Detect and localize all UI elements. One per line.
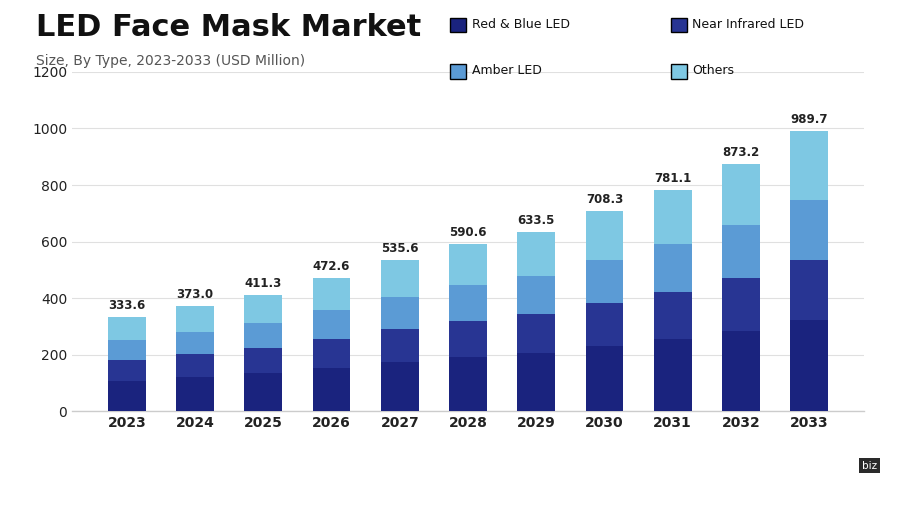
Text: Near Infrared LED: Near Infrared LED [692,17,804,31]
Bar [518,276,555,315]
Bar [176,306,214,332]
Bar [176,332,214,354]
Bar [654,339,691,411]
Text: 781.1: 781.1 [654,172,691,185]
Bar [312,310,350,339]
Bar [245,295,282,323]
Text: ✓: ✓ [670,461,696,490]
Bar [108,340,146,360]
Bar [518,232,555,276]
Bar [722,164,760,225]
Text: 708.3: 708.3 [586,193,623,206]
Text: Size, By Type, 2023-2033 (USD Million): Size, By Type, 2023-2033 (USD Million) [36,54,305,68]
Bar [245,323,282,348]
Bar [108,360,146,380]
Bar [449,244,487,285]
Bar [312,339,350,368]
Bar [312,368,350,411]
Text: 411.3: 411.3 [245,277,282,290]
Bar [449,357,487,411]
Text: 590.6: 590.6 [449,226,487,239]
Bar [176,377,214,411]
Bar [790,320,828,411]
Text: Red & Blue LED: Red & Blue LED [472,17,570,31]
Bar [586,346,624,411]
Text: 873.2: 873.2 [723,146,760,159]
Bar [790,260,828,320]
Bar [654,190,691,245]
Text: Others: Others [692,64,734,77]
Text: $989.7M: $989.7M [464,458,626,492]
Text: 989.7: 989.7 [790,113,828,126]
Text: 472.6: 472.6 [313,260,350,272]
Text: 373.0: 373.0 [176,288,213,301]
Text: Amber LED: Amber LED [472,64,542,77]
Bar [245,373,282,411]
Bar [381,297,418,329]
Bar [722,278,760,331]
Bar [176,354,214,377]
Text: 535.6: 535.6 [381,242,418,255]
Text: MarketResearch: MarketResearch [706,458,846,473]
Bar [654,245,691,292]
Bar [449,321,487,357]
Bar [108,317,146,340]
Bar [586,303,624,346]
Bar [449,285,487,321]
Bar [722,331,760,411]
Bar [586,211,624,260]
Text: 11.8%: 11.8% [158,458,273,492]
Bar [790,132,828,200]
Bar [312,278,350,310]
Bar [108,380,146,411]
Bar [381,260,418,297]
Text: 333.6: 333.6 [108,299,146,312]
Bar [381,329,418,362]
Bar [586,260,624,303]
Text: The Market will Grow
At the CAGR of: The Market will Grow At the CAGR of [18,460,149,491]
Bar [654,292,691,339]
Text: 633.5: 633.5 [518,214,555,227]
Bar [722,225,760,278]
Bar [790,200,828,260]
Bar [518,315,555,353]
Text: WIDE RANGE OF GLOBAL MARKET REPORTS: WIDE RANGE OF GLOBAL MARKET REPORTS [706,489,873,498]
Bar [381,362,418,411]
Text: The forecasted market
size for 2033 in USD: The forecasted market size for 2033 in U… [274,460,417,491]
Text: LED Face Mask Market: LED Face Mask Market [36,13,421,42]
Bar [245,348,282,373]
Bar [518,353,555,411]
Text: biz: biz [862,461,878,470]
